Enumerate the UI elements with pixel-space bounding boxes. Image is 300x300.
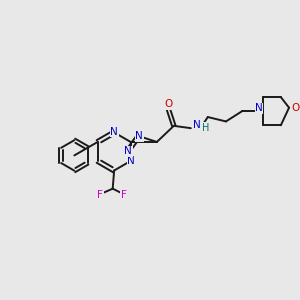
Text: N: N <box>255 103 263 113</box>
Text: N: N <box>110 127 118 137</box>
Text: N: N <box>135 131 143 141</box>
Text: H: H <box>202 123 209 133</box>
Text: O: O <box>164 100 173 110</box>
Text: F: F <box>121 190 127 200</box>
Text: N: N <box>194 120 201 130</box>
Text: F: F <box>98 190 103 200</box>
Text: N: N <box>124 146 132 157</box>
Text: N: N <box>127 156 135 166</box>
Text: O: O <box>291 103 300 113</box>
